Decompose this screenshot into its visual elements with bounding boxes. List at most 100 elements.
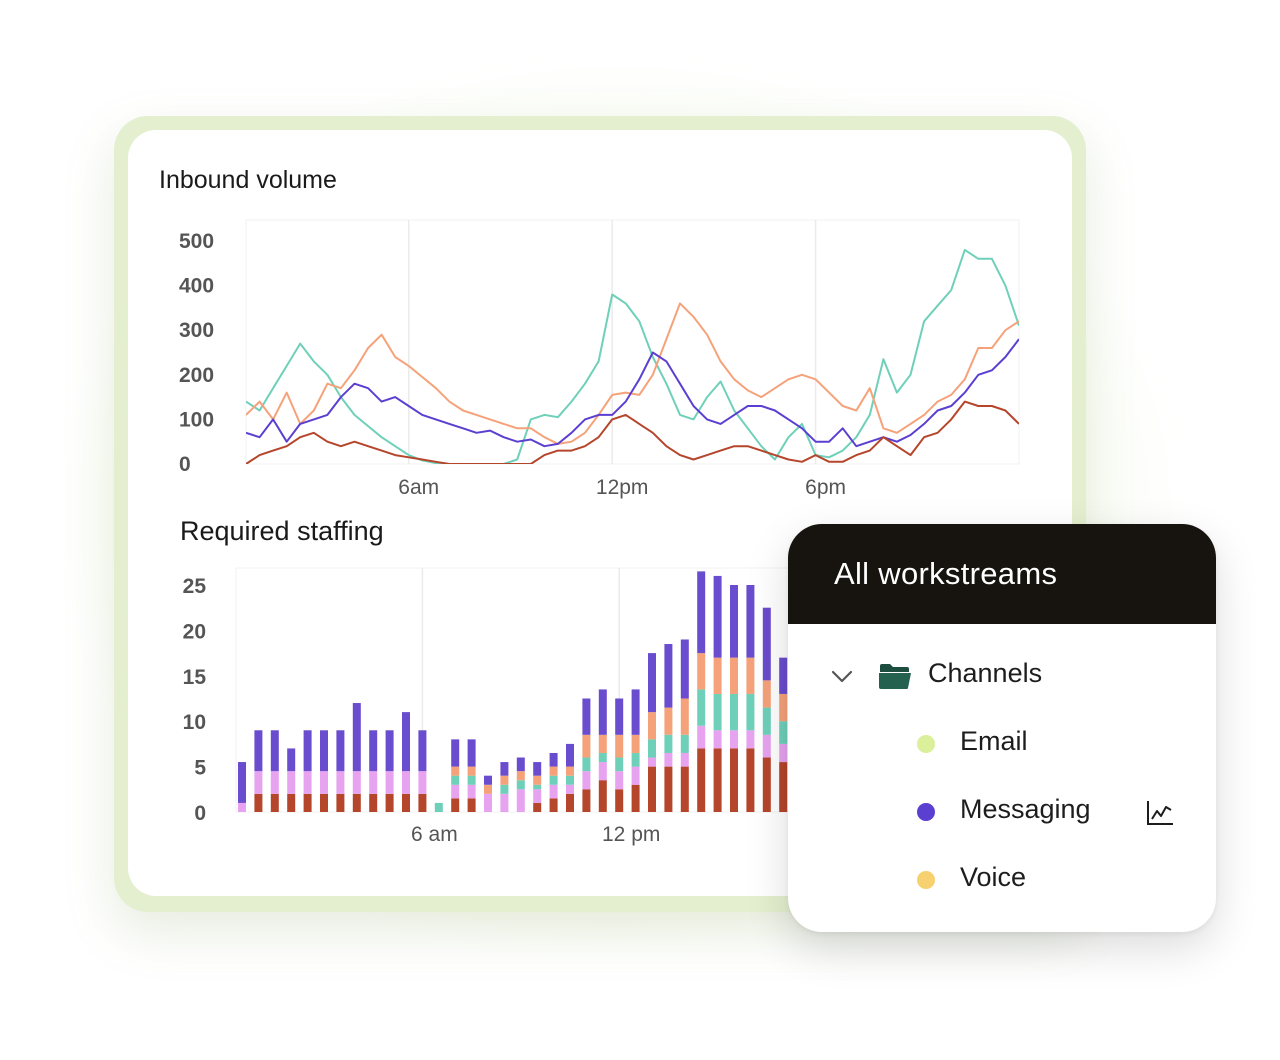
bar-segment-brick <box>762 757 771 812</box>
bar-segment-teal <box>516 780 525 790</box>
bar-segment-brick <box>779 762 788 812</box>
bar-segment-pink <box>287 771 296 794</box>
bar-segment-pink <box>352 771 361 794</box>
bar-segment-pink <box>500 793 509 812</box>
bar-segment-violet <box>746 585 755 658</box>
bar-segment-violet <box>320 730 328 772</box>
bar-segment-brick <box>402 793 410 812</box>
bar-segment-teal <box>730 693 738 731</box>
bar-segment-pink <box>533 789 542 803</box>
bar-segment-violet <box>418 730 427 772</box>
bar-segment-teal <box>549 775 558 785</box>
email-color-dot <box>917 735 935 753</box>
bar-segment-brick <box>287 793 296 812</box>
line-chart-icon[interactable] <box>1145 799 1175 827</box>
workstream-item-voice[interactable]: Voice <box>960 862 1026 893</box>
bar-segment-teal <box>680 734 689 753</box>
bar-segment-teal <box>697 689 706 726</box>
y-tick-label: 400 <box>179 275 214 298</box>
series-line-2 <box>246 302 1019 445</box>
bar-segment-violet <box>467 739 476 767</box>
bar-segment-pink <box>680 752 689 767</box>
bar-segment-pink <box>697 725 706 749</box>
bar-segment-salmon <box>680 698 689 735</box>
bar-segment-violet <box>303 730 312 772</box>
bar-segment-pink <box>615 771 624 790</box>
bar-segment-violet <box>713 575 722 658</box>
bar-segment-brick <box>533 802 542 812</box>
bar-segment-brick <box>648 766 656 812</box>
bar-segment-teal <box>713 693 722 731</box>
bar-segment-brick <box>680 766 689 812</box>
bar-segment-violet <box>598 689 607 735</box>
bar-segment-violet <box>270 730 279 772</box>
y-tick-label: 5 <box>194 757 206 780</box>
bar-segment-pink <box>238 802 246 812</box>
bar-segment-teal <box>648 739 656 758</box>
bar-segment-teal <box>598 752 607 763</box>
bar-segment-pink <box>451 784 460 799</box>
bar-segment-violet <box>762 607 771 681</box>
series-line-3 <box>246 338 1019 448</box>
y-tick-label: 100 <box>179 408 214 431</box>
x-tick-label: 6 am <box>411 823 458 846</box>
bar-segment-violet <box>402 712 410 772</box>
bar-segment-salmon <box>582 734 591 758</box>
bar-segment-violet <box>484 775 492 785</box>
bar-segment-violet <box>516 757 525 772</box>
x-tick-label: 12 pm <box>602 823 660 846</box>
bar-segment-salmon <box>549 766 558 776</box>
bar-segment-pink <box>320 771 328 794</box>
bar-segment-pink <box>746 730 755 749</box>
bar-segment-brick <box>352 793 361 812</box>
folder-icon <box>879 664 911 689</box>
bar-segment-pink <box>549 784 558 799</box>
bar-segment-pink <box>664 752 673 767</box>
bar-segment-brick <box>631 784 640 812</box>
bar-segment-violet <box>385 730 394 772</box>
bar-segment-brick <box>369 793 378 812</box>
bar-segment-pink <box>762 734 771 758</box>
channels-group-row[interactable]: Channels <box>928 658 1042 689</box>
bar-segment-salmon <box>533 775 542 785</box>
bar-segment-teal <box>631 752 640 767</box>
series-line-1 <box>246 248 1019 464</box>
workstream-item-email[interactable]: Email <box>960 726 1028 757</box>
bar-segment-brick <box>730 748 738 812</box>
bar-segment-salmon <box>746 657 755 694</box>
bar-segment-salmon <box>664 707 673 735</box>
bar-segment-brick <box>549 798 558 812</box>
bar-segment-violet <box>697 571 706 654</box>
bar-segment-pink <box>631 766 640 785</box>
bar-segment-salmon <box>631 734 640 753</box>
bar-segment-violet <box>533 762 542 776</box>
bar-segment-violet <box>369 730 378 772</box>
bar-segment-brick <box>320 793 328 812</box>
bar-segment-salmon <box>451 766 460 776</box>
bar-segment-pink <box>402 771 410 794</box>
required-staffing-title: Required staffing <box>180 516 384 546</box>
bar-segment-brick <box>664 766 673 812</box>
x-tick-label: 6am <box>398 476 439 499</box>
plot-area <box>245 219 1020 465</box>
bar-segment-salmon <box>598 734 607 753</box>
bar-segment-brick <box>746 748 755 812</box>
inbound-volume-chart: 6am 12pm 6pm 500 400 300 200 100 0 <box>179 219 1020 499</box>
bar-segment-pink <box>385 771 394 794</box>
bar-segment-brick <box>385 793 394 812</box>
bar-segment-violet <box>500 762 509 776</box>
workstream-label-messaging: Messaging <box>960 794 1091 824</box>
bar-segment-pink <box>369 771 378 794</box>
bar-segment-salmon <box>730 657 738 694</box>
bar-segment-brick <box>713 748 722 812</box>
bar-segment-brick <box>467 798 476 812</box>
bar-segment-violet <box>730 585 738 658</box>
workstream-item-messaging[interactable]: Messaging <box>960 794 1091 825</box>
bar-segment-teal <box>434 802 443 812</box>
workstream-label-email: Email <box>960 726 1028 756</box>
chevron-down-icon[interactable] <box>830 664 854 688</box>
x-tick-label: 6pm <box>805 476 846 499</box>
bar-segment-pink <box>270 771 279 794</box>
panel-title: All workstreams <box>834 556 1058 591</box>
bar-segment-brick <box>336 793 345 812</box>
